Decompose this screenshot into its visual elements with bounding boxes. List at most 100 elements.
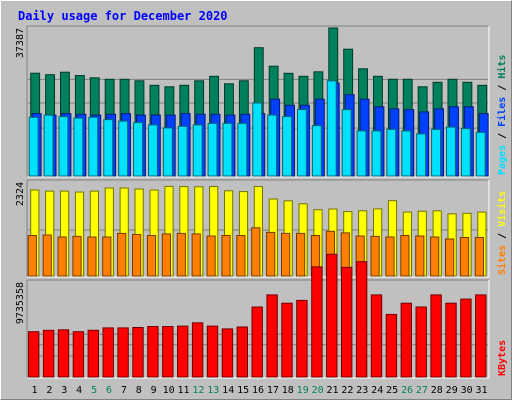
series-pages [28,80,486,177]
bar-pages-day-1 [28,116,39,177]
x-tick-label: 30 [461,385,473,396]
x-tick-label: 2 [46,385,52,396]
panel-visits-sites: 2324 Sites / Visits [15,179,508,278]
axis-legend: Sites / Visits [496,191,508,275]
bar-sites-day-3 [57,236,67,277]
y-max-label: 37387 [15,28,26,58]
bar-kbytes-day-13 [206,325,219,378]
x-tick-label: 21 [326,385,338,396]
bar-kbytes-day-17 [266,294,278,378]
bar-pages-day-6 [103,119,114,177]
x-tick-label: 5 [91,385,97,396]
bar-sites-day-8 [132,234,142,277]
bar-sites-day-17 [266,231,276,277]
x-tick-label: 29 [446,385,458,396]
bar-sites-day-9 [146,235,157,277]
bar-sites-day-30 [459,237,470,277]
legend-entry-pages: Pages [497,145,508,175]
bar-pages-day-8 [133,122,144,177]
bar-kbytes-day-16 [251,306,263,378]
bar-kbytes-day-2 [42,329,55,378]
bar-sites-day-31 [474,237,484,277]
bar-kbytes-day-10 [162,326,174,378]
bar-kbytes-day-21 [326,253,338,378]
x-tick-label: 15 [237,385,249,396]
bar-kbytes-day-19 [296,299,308,378]
bar-pages-day-2 [43,114,54,177]
x-tick-label: 16 [252,385,264,396]
x-tick-label: 8 [136,385,142,396]
bar-pages-day-7 [118,120,129,177]
x-tick-label: 25 [386,385,398,396]
x-tick-label: 13 [207,385,219,396]
panel-kbytes: 9735358 KBytes [15,253,508,379]
x-tick-label: 28 [431,385,443,396]
bar-kbytes-day-31 [475,294,487,378]
bar-pages-day-29 [446,126,456,177]
bar-kbytes-day-6 [102,327,114,378]
bar-kbytes-day-18 [281,302,293,378]
x-tick-label: 23 [356,385,368,396]
legend-separator: / [497,79,508,97]
bar-sites-day-10 [161,233,172,277]
legend-entry-sites: Sites [496,245,508,275]
x-tick-label: 22 [341,385,353,396]
x-tick-label: 26 [401,385,413,396]
legend-separator: / [497,227,508,245]
bar-pages-day-3 [58,116,69,177]
bar-pages-day-27 [416,133,427,177]
x-tick-label: 1 [31,385,37,396]
axis-legend: KBytes [497,340,508,376]
bar-sites-day-16 [251,227,261,277]
bar-kbytes-day-22 [341,266,353,378]
bar-pages-day-10 [162,127,173,177]
bar-kbytes-day-12 [191,322,204,378]
x-axis-labels: 1 2 3 4 5 6 7 8 9 10 11 12 13 14 15 16 17 18 19 20 21 22 23 24 2… [31,385,487,396]
bar-kbytes-day-30 [460,298,472,378]
y-max-label: 2324 [15,182,26,206]
bar-sites-day-14 [221,235,231,277]
bar-pages-day-5 [88,116,99,177]
bar-sites-day-27 [415,235,425,277]
legend-entry-kbytes: KBytes [497,340,508,376]
bar-sites-day-13 [206,235,216,277]
bar-sites-day-26 [400,235,410,277]
x-tick-label: 14 [222,385,234,396]
bar-pages-day-20 [311,125,322,177]
bar-kbytes-day-4 [72,331,85,378]
x-tick-label: 3 [61,385,67,396]
bar-kbytes-day-20 [311,266,323,378]
x-tick-label: 12 [192,385,204,396]
bar-kbytes-day-27 [415,306,427,378]
bar-sites-day-25 [385,236,395,277]
bar-sites-day-1 [27,235,37,277]
bar-kbytes-day-25 [385,313,398,378]
bar-sites-day-29 [445,238,455,277]
bar-sites-day-18 [281,232,291,277]
series-sites [27,227,484,277]
panel-hits-files-pages: 37387 Pages / Files / Hits [15,25,508,178]
bar-pages-day-26 [401,130,412,177]
x-tick-label: 31 [475,385,487,396]
bar-kbytes-day-29 [445,302,457,378]
bar-pages-day-16 [252,102,263,177]
bar-sites-day-15 [236,235,246,277]
x-tick-label: 27 [416,385,428,396]
bar-kbytes-day-5 [87,329,99,378]
x-tick-label: 20 [312,385,324,396]
x-tick-label: 18 [282,385,294,396]
bar-pages-day-13 [207,122,218,177]
bar-kbytes-day-1 [28,331,40,378]
bar-sites-day-28 [430,236,440,277]
bar-pages-day-30 [460,128,471,177]
bar-pages-day-15 [237,122,248,177]
bar-pages-day-23 [356,130,367,177]
x-tick-label: 19 [297,385,309,396]
x-tick-label: 11 [177,385,189,396]
bar-pages-day-31 [475,131,486,177]
bar-sites-day-7 [117,232,127,277]
bar-kbytes-day-23 [355,261,368,378]
bar-sites-day-11 [176,232,186,277]
chart-title: Daily usage for December 2020 [18,9,228,23]
